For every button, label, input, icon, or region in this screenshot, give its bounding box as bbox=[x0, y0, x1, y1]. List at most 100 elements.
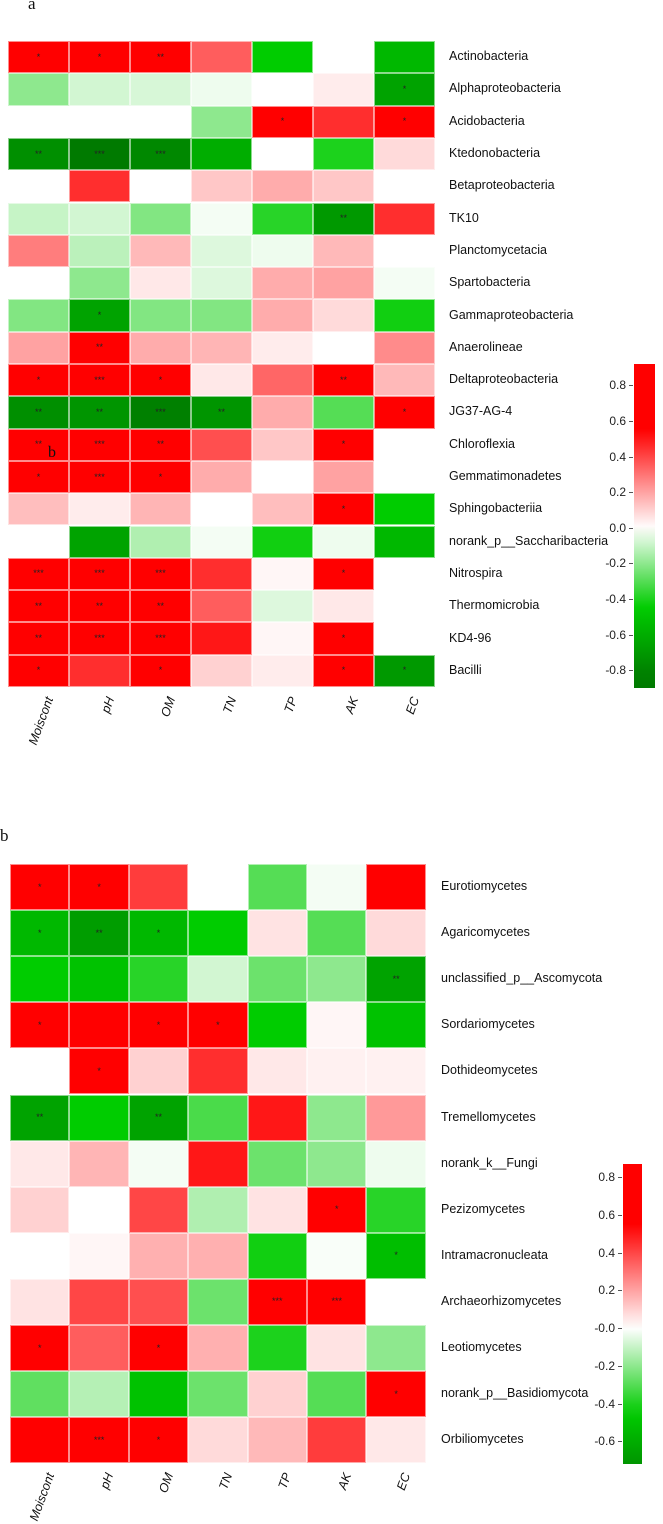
cell-agaricomycetes-tp bbox=[247, 910, 307, 957]
cell-acidobacteria-tn bbox=[191, 105, 252, 138]
colorbar-tick-mark bbox=[629, 456, 633, 458]
colorbar-tick-mark bbox=[618, 1214, 622, 1216]
cell-acidobacteria-ec: * bbox=[374, 105, 435, 138]
colorbar-a bbox=[634, 364, 655, 688]
cell-acidobacteria-moiscont bbox=[8, 105, 69, 138]
cell-ktedonobacteria-tp bbox=[252, 137, 313, 171]
panel-b-label: b bbox=[0, 826, 9, 845]
cell-bacilli-tp bbox=[252, 654, 313, 687]
colorbar-tick-label: -0.0 bbox=[594, 1321, 615, 1336]
cell-dothideomycetes-tn bbox=[188, 1048, 248, 1095]
colorbar-tick-label: -0.6 bbox=[605, 627, 626, 642]
cell-orbiliomycetes-tp bbox=[247, 1417, 307, 1464]
row-label-leotiomycetes: Leotiomycetes bbox=[441, 1340, 522, 1355]
row-label-bacilli: Bacilli bbox=[449, 662, 482, 677]
cell-betaproteobacteria-om bbox=[130, 170, 191, 203]
cell-unclassified-p-ascomycota-ak bbox=[307, 956, 367, 1003]
cell-anaerolineae-tn bbox=[191, 331, 252, 364]
cell-jg37-ag-4-ec: * bbox=[374, 396, 435, 429]
row-label-intramacronucleata: Intramacronucleata bbox=[441, 1247, 549, 1262]
cell-gammaproteobacteria-ec bbox=[374, 299, 435, 332]
cell-spartobacteria-tp bbox=[252, 267, 313, 300]
cell-anaerolineae-ph: ** bbox=[69, 331, 130, 364]
cell-jg37-ag-4-om: *** bbox=[130, 396, 191, 429]
cell-orbiliomycetes-ph: *** bbox=[69, 1417, 129, 1464]
cell-kd4-96-ec bbox=[374, 622, 435, 655]
cell-pezizomycetes-moiscont bbox=[10, 1186, 70, 1233]
colorbar-tick-mark bbox=[618, 1403, 622, 1405]
cell-sphingobacteriia-ph bbox=[69, 493, 130, 526]
cell-dothideomycetes-ph: * bbox=[69, 1048, 129, 1095]
cell-norank-k-fungi-tp bbox=[247, 1140, 307, 1187]
cell-leotiomycetes-tn bbox=[188, 1325, 248, 1372]
colorbar-tick-label: 0.8 bbox=[598, 1170, 615, 1185]
cell-nitrospira-tn bbox=[191, 557, 252, 591]
colorbar-tick-label: 0.4 bbox=[598, 1245, 615, 1260]
cell-eurotiomycetes-tp bbox=[247, 864, 307, 911]
column-label-ak: AK bbox=[341, 695, 361, 716]
cell-actinobacteria-ak bbox=[313, 41, 374, 74]
row-label-planctomycetacia: Planctomycetacia bbox=[449, 242, 547, 257]
colorbar-tick-mark bbox=[618, 1290, 622, 1292]
cell-norank-p-basidiomycota-moiscont bbox=[10, 1371, 70, 1418]
cell-gemmatimonadetes-ak bbox=[313, 460, 374, 494]
cell-alphaproteobacteria-tn bbox=[191, 73, 252, 106]
cell-norank-p-saccharibacteria-ph bbox=[69, 525, 130, 558]
row-label-deltaproteobacteria: Deltaproteobacteria bbox=[449, 372, 559, 387]
cell-ktedonobacteria-ph: *** bbox=[69, 137, 130, 171]
cell-pezizomycetes-ec bbox=[366, 1186, 426, 1233]
cell-tremellomycetes-om: ** bbox=[128, 1094, 189, 1141]
cell-betaproteobacteria-ak bbox=[313, 170, 374, 203]
cell-gammaproteobacteria-tp bbox=[252, 299, 313, 332]
cell-sphingobacteriia-om bbox=[130, 493, 191, 526]
colorbar-tick-mark bbox=[618, 1252, 622, 1254]
cell-dothideomycetes-ak bbox=[307, 1048, 367, 1095]
cell-nitrospira-ak: * bbox=[313, 557, 374, 591]
cell-orbiliomycetes-ak bbox=[307, 1417, 367, 1464]
cell-pezizomycetes-tn bbox=[188, 1186, 248, 1233]
row-label-kd4-96: KD4-96 bbox=[449, 630, 492, 645]
cell-chloroflexia-moiscont: ** bbox=[8, 428, 69, 461]
cell-dothideomycetes-moiscont bbox=[10, 1048, 70, 1095]
cell-leotiomycetes-moiscont: * bbox=[10, 1325, 70, 1372]
cell-ktedonobacteria-tn bbox=[191, 137, 252, 171]
row-label-norank-p-basidiomycota: norank_p__Basidiomycota bbox=[441, 1386, 589, 1401]
cell-gemmatimonadetes-tp bbox=[252, 460, 313, 494]
row-label-ktedonobacteria: Ktedonobacteria bbox=[449, 146, 541, 161]
cell-betaproteobacteria-ph bbox=[69, 170, 130, 203]
row-label-pezizomycetes: Pezizomycetes bbox=[441, 1201, 526, 1216]
cell-sordariomycetes-tn: * bbox=[188, 1002, 248, 1049]
cell-intramacronucleata-moiscont bbox=[10, 1232, 70, 1279]
cell-chloroflexia-ph: *** bbox=[69, 428, 130, 461]
cell-nitrospira-ph: *** bbox=[69, 557, 130, 591]
cell-norank-p-basidiomycota-ph bbox=[69, 1371, 129, 1418]
colorbar-tick-mark bbox=[629, 634, 633, 636]
cell-bacilli-tn bbox=[191, 654, 252, 687]
cell-norank-p-saccharibacteria-ak bbox=[313, 525, 374, 558]
row-label-actinobacteria: Actinobacteria bbox=[449, 49, 529, 64]
colorbar-tick-label: 0.2 bbox=[598, 1283, 615, 1298]
column-label-om: OM bbox=[157, 695, 178, 719]
cell-dothideomycetes-om bbox=[128, 1048, 189, 1095]
colorbar-tick-label: -0.2 bbox=[605, 556, 626, 571]
cell-tk10-ec bbox=[374, 202, 435, 235]
cell-gemmatimonadetes-tn bbox=[191, 460, 252, 494]
colorbar-tick-label: -0.4 bbox=[605, 591, 626, 606]
cell-sordariomycetes-om: * bbox=[128, 1002, 189, 1049]
cell-deltaproteobacteria-tp bbox=[252, 364, 313, 397]
cell-anaerolineae-ec bbox=[374, 331, 435, 364]
cell-eurotiomycetes-tn bbox=[188, 864, 248, 911]
cell-norank-k-fungi-ak bbox=[307, 1140, 367, 1187]
row-label-acidobacteria: Acidobacteria bbox=[449, 113, 525, 128]
column-label-tp: TP bbox=[281, 695, 300, 715]
colorbar-tick-mark bbox=[629, 598, 633, 600]
cell-alphaproteobacteria-moiscont bbox=[8, 73, 69, 106]
cell-unclassified-p-ascomycota-om bbox=[128, 956, 189, 1003]
colorbar-tick-mark bbox=[629, 492, 633, 494]
row-label-gemmatimonadetes: Gemmatimonadetes bbox=[449, 469, 562, 484]
cell-tk10-moiscont bbox=[8, 202, 69, 235]
cell-chloroflexia-ak: * bbox=[313, 428, 374, 461]
cell-spartobacteria-moiscont bbox=[8, 267, 69, 300]
cell-anaerolineae-moiscont bbox=[8, 331, 69, 364]
cell-planctomycetacia-moiscont bbox=[8, 234, 69, 268]
